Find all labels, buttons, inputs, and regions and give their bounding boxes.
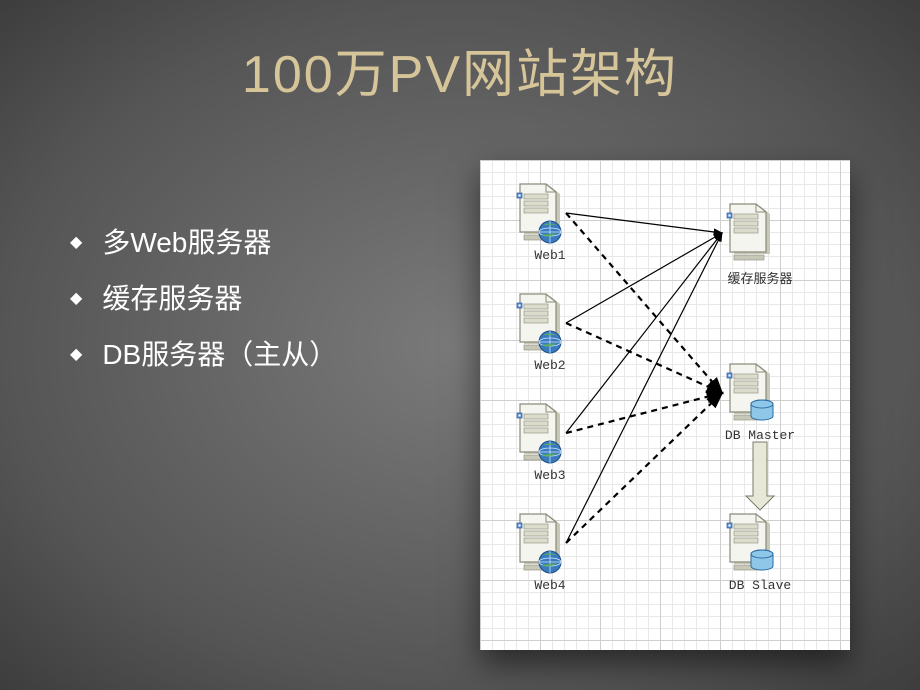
bullet-text: DB服务器（主从）: [102, 327, 337, 383]
node-web4: Web4: [510, 510, 590, 593]
bullet-icon: ◆: [70, 227, 82, 259]
node-web1: Web1: [510, 180, 590, 263]
node-label: Web3: [510, 468, 590, 483]
node-label: DB Slave: [720, 578, 800, 593]
edge-block-arrow: [746, 442, 774, 510]
node-web3: Web3: [510, 400, 590, 483]
server-icon: [720, 510, 780, 576]
bullet-text: 多Web服务器: [102, 215, 271, 271]
node-label: Web4: [510, 578, 590, 593]
node-label: Web2: [510, 358, 590, 373]
bullet-icon: ◆: [70, 283, 82, 315]
edge-solid: [566, 233, 722, 543]
server-icon: [720, 360, 780, 426]
server-icon: [510, 180, 570, 246]
bullet-item: ◆ 多Web服务器: [70, 215, 337, 271]
bullet-item: ◆ DB服务器（主从）: [70, 327, 337, 383]
server-icon: [510, 290, 570, 356]
node-web2: Web2: [510, 290, 590, 373]
server-icon: [510, 400, 570, 466]
node-label: DB Master: [720, 428, 800, 443]
node-label: Web1: [510, 248, 590, 263]
architecture-diagram: Web1 Web2: [480, 160, 850, 650]
slide: 100万PV网站架构 ◆ 多Web服务器 ◆ 缓存服务器 ◆ DB服务器（主从）: [0, 0, 920, 690]
node-dbs: DB Slave: [720, 510, 800, 593]
node-label: 缓存服务器: [720, 268, 800, 287]
slide-title: 100万PV网站架构: [0, 32, 920, 107]
server-icon: [510, 510, 570, 576]
bullet-text: 缓存服务器: [102, 271, 242, 327]
node-cache: 缓存服务器: [720, 200, 800, 287]
bullet-item: ◆ 缓存服务器: [70, 271, 337, 327]
bullet-list: ◆ 多Web服务器 ◆ 缓存服务器 ◆ DB服务器（主从）: [70, 215, 337, 383]
node-dbm: DB Master: [720, 360, 800, 443]
bullet-icon: ◆: [70, 339, 82, 371]
server-icon: [720, 200, 780, 266]
